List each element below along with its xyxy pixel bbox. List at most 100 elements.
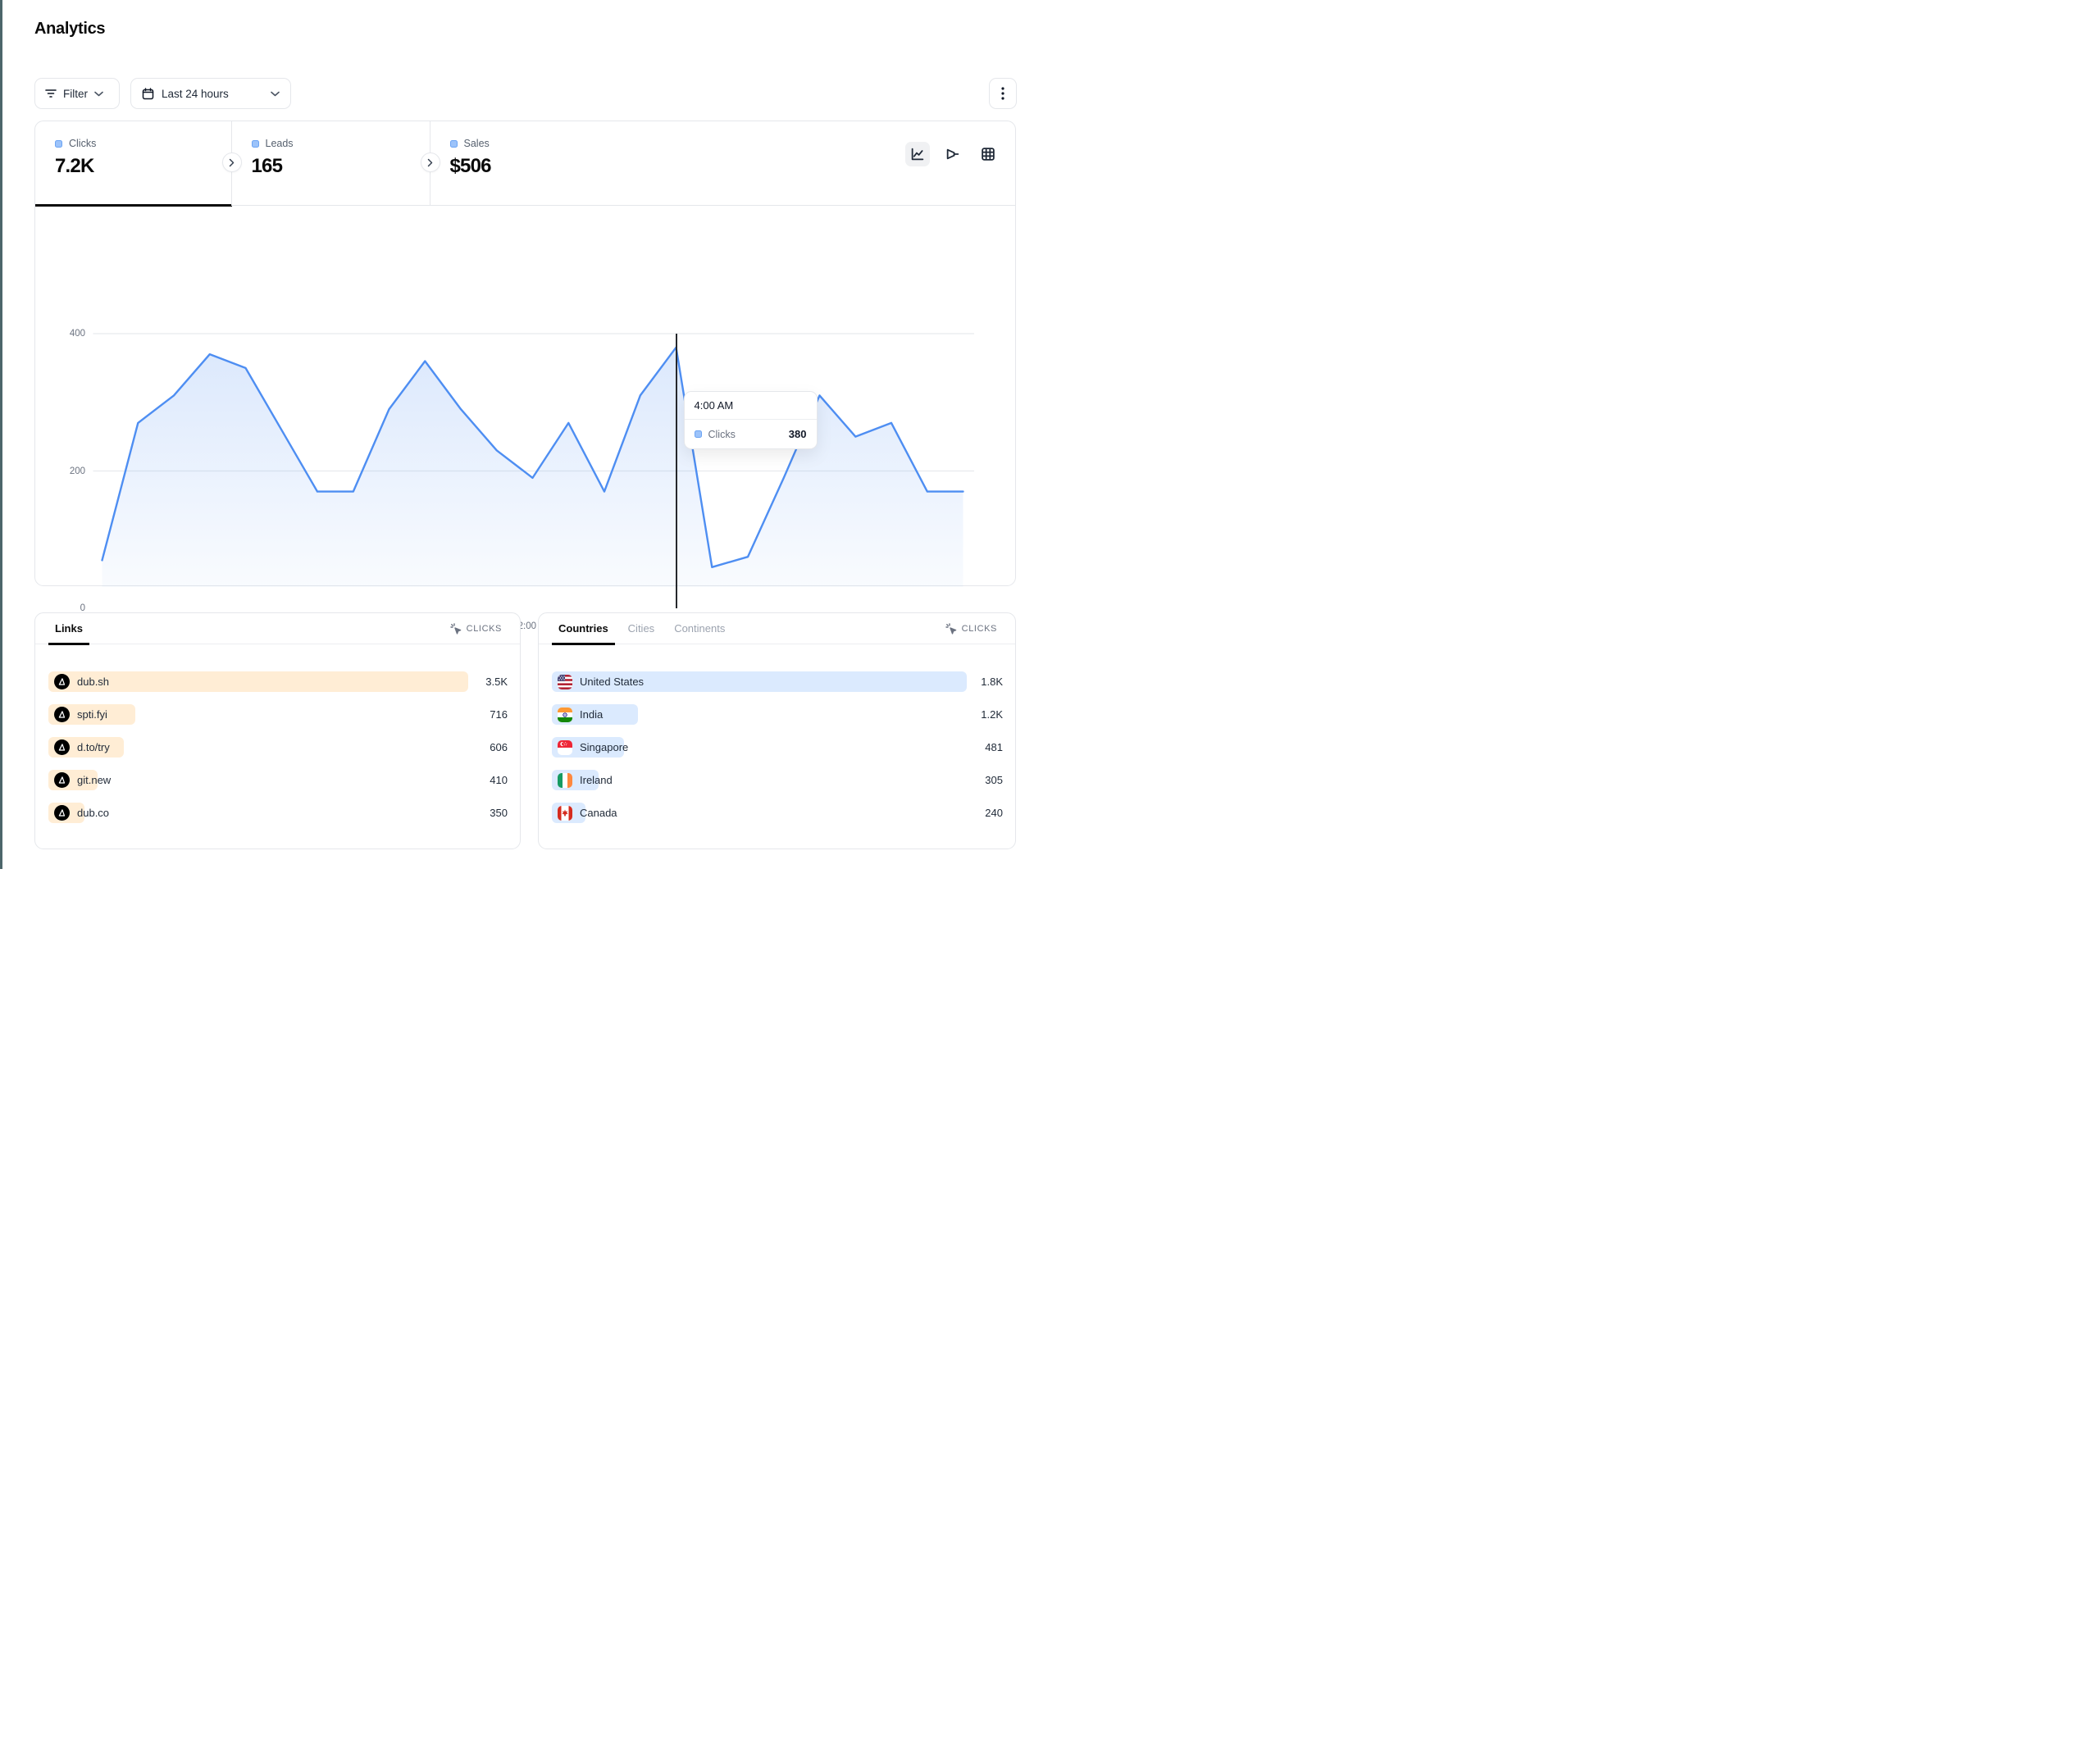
row-value: 240 xyxy=(985,807,1003,819)
country-row[interactable]: Singapore 481 xyxy=(552,737,1003,758)
y-axis-tick: 0 xyxy=(80,603,85,613)
chart-view-toggles xyxy=(905,142,1000,166)
stat-tab-sales[interactable]: Sales $506 xyxy=(430,121,676,206)
line-chart-icon xyxy=(910,147,925,162)
links-panel: Links CLICKS dub.sh 3.5K spti.fyi 716 d.to/t… xyxy=(34,612,521,849)
row-value: 716 xyxy=(490,708,508,721)
tab-cities[interactable]: Cities xyxy=(627,622,655,635)
stat-tab-clicks[interactable]: Clicks 7.2K xyxy=(35,121,232,207)
row-label: spti.fyi xyxy=(77,708,107,721)
tooltip-time: 4:00 AM xyxy=(684,392,817,420)
filter-icon xyxy=(45,89,57,98)
stat-label: Clicks xyxy=(69,138,97,149)
dub-logo-icon xyxy=(54,674,70,689)
row-label: Ireland xyxy=(580,774,613,786)
geo-panel-header: Countries Cities Continents CLICKS xyxy=(539,613,1015,645)
y-axis-tick: 400 xyxy=(69,329,85,339)
chart-line xyxy=(101,346,964,568)
us-flag-icon xyxy=(558,674,572,689)
filter-label: Filter xyxy=(63,87,88,100)
window-edge-strip xyxy=(0,0,2,869)
dub-logo-icon xyxy=(54,707,70,722)
geo-panel: Countries Cities Continents CLICKS United … xyxy=(538,612,1016,849)
country-row[interactable]: United States 1.8K xyxy=(552,671,1003,692)
geo-metric-selector[interactable]: CLICKS xyxy=(945,622,997,635)
expand-stat-chevron-button[interactable] xyxy=(420,152,440,172)
analytics-page: Analytics Filter Last 24 hours xyxy=(0,0,1050,869)
row-value: 1.8K xyxy=(981,676,1003,688)
chart-crosshair xyxy=(675,334,677,608)
stat-value: 7.2K xyxy=(55,155,94,177)
links-panel-header: Links CLICKS xyxy=(35,613,520,645)
row-label: dub.sh xyxy=(77,676,110,688)
tab-continents[interactable]: Continents xyxy=(674,622,726,635)
stat-value: 165 xyxy=(251,155,283,177)
country-row[interactable]: India 1.2K xyxy=(552,704,1003,725)
links-metric-selector[interactable]: CLICKS xyxy=(449,622,502,635)
link-row[interactable]: dub.co 350 xyxy=(48,803,508,823)
filter-button[interactable]: Filter xyxy=(34,78,120,109)
in-flag-icon xyxy=(558,707,572,722)
funnel-chart-icon xyxy=(945,147,960,162)
chevron-down-icon xyxy=(94,91,103,97)
legend-chip xyxy=(55,139,62,148)
stat-label: Sales xyxy=(463,138,490,149)
calendar-icon xyxy=(142,87,154,100)
ca-flag-icon xyxy=(558,805,572,821)
ie-flag-icon xyxy=(558,772,572,788)
link-row[interactable]: git.new 410 xyxy=(48,770,508,790)
expand-stat-chevron-button[interactable] xyxy=(221,152,242,172)
tooltip-series-label: Clicks xyxy=(708,428,736,440)
funnel-chart-toggle[interactable] xyxy=(941,142,965,166)
link-row[interactable]: spti.fyi 716 xyxy=(48,704,508,725)
legend-chip xyxy=(251,139,259,148)
cursor-click-icon xyxy=(449,622,462,635)
link-row[interactable]: dub.sh 3.5K xyxy=(48,671,508,692)
row-value: 305 xyxy=(985,774,1003,786)
row-label: Canada xyxy=(580,807,617,819)
legend-chip xyxy=(449,139,458,148)
row-value: 606 xyxy=(490,741,508,753)
line-chart-toggle[interactable] xyxy=(905,142,930,166)
stats-tabs: Clicks 7.2K Leads 165 Sales $506 xyxy=(35,121,1015,207)
link-row[interactable]: d.to/try 606 xyxy=(48,737,508,758)
dub-logo-icon xyxy=(54,739,70,755)
table-grid-icon xyxy=(981,147,995,162)
row-value: 481 xyxy=(985,741,1003,753)
date-range-button[interactable]: Last 24 hours xyxy=(130,78,291,109)
row-label: dub.co xyxy=(77,807,110,819)
chart-area-fill xyxy=(102,347,963,587)
row-label: Singapore xyxy=(580,741,629,753)
cursor-click-icon xyxy=(945,622,957,635)
row-bar xyxy=(48,671,469,692)
row-value: 350 xyxy=(490,807,508,819)
row-label: India xyxy=(580,708,604,721)
row-value: 3.5K xyxy=(485,676,508,688)
links-metric-label: CLICKS xyxy=(466,623,502,634)
analytics-card: Clicks 7.2K Leads 165 Sales $506 0 200 400 4:00… xyxy=(34,121,1017,631)
tooltip-value: 380 xyxy=(788,428,807,440)
dub-logo-icon xyxy=(54,805,70,821)
row-bar xyxy=(552,671,967,692)
row-label: d.to/try xyxy=(77,741,110,753)
stat-tab-leads[interactable]: Leads 165 xyxy=(232,121,430,206)
country-row[interactable]: Canada 240 xyxy=(552,803,1003,823)
row-label: git.new xyxy=(77,774,112,786)
tab-links[interactable]: Links xyxy=(48,613,89,645)
kebab-menu-icon xyxy=(1001,87,1004,100)
geo-metric-label: CLICKS xyxy=(961,623,997,634)
clicks-legend-chip xyxy=(694,430,702,438)
row-value: 1.2K xyxy=(981,708,1003,721)
date-range-label: Last 24 hours xyxy=(162,87,229,100)
row-value: 410 xyxy=(490,774,508,786)
country-row[interactable]: Ireland 305 xyxy=(552,770,1003,790)
chart-tooltip: 4:00 AM Clicks 380 xyxy=(683,391,818,449)
stat-value: $506 xyxy=(449,155,492,177)
tab-countries[interactable]: Countries xyxy=(552,613,615,645)
row-label: United States xyxy=(580,676,645,688)
table-view-toggle[interactable] xyxy=(976,142,1000,166)
page-title: Analytics xyxy=(34,20,106,38)
more-options-button[interactable] xyxy=(989,78,1017,109)
dub-logo-icon xyxy=(54,772,70,788)
